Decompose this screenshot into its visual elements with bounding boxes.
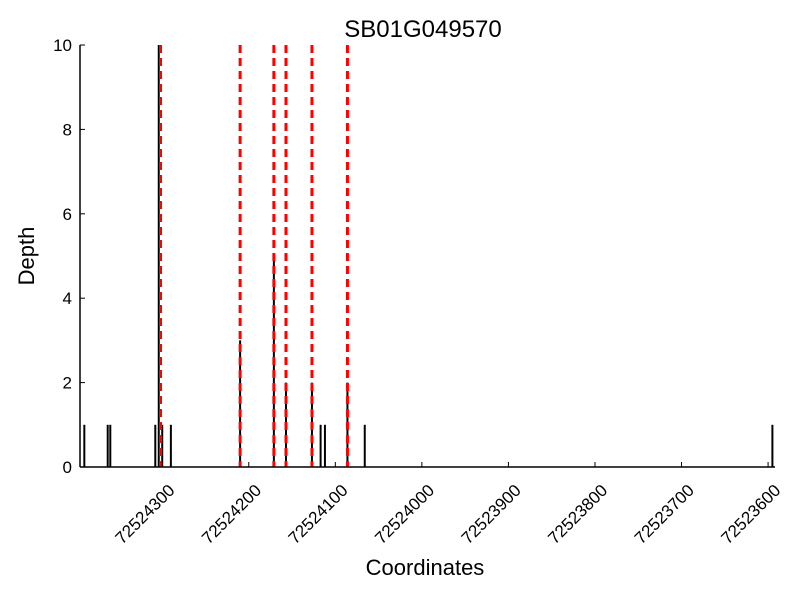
axes bbox=[79, 45, 775, 468]
y-axis-label: Depth bbox=[14, 227, 39, 286]
chart-title: SB01G049570 bbox=[344, 16, 501, 43]
bar-series bbox=[83, 45, 774, 467]
y-tick-label: 4 bbox=[63, 289, 72, 308]
x-ticks: 72524300 72524200 72524100 72524000 72523900… bbox=[112, 462, 784, 548]
x-tick-label: 72523900 bbox=[458, 481, 525, 548]
y-tick-label: 10 bbox=[53, 36, 72, 55]
x-axis-label: Coordinates bbox=[366, 555, 485, 580]
x-tick-label: 72523600 bbox=[717, 481, 784, 548]
x-tick-label: 72524100 bbox=[285, 481, 352, 548]
x-tick-label: 72523700 bbox=[631, 481, 698, 548]
y-tick-label: 0 bbox=[63, 458, 72, 477]
y-ticks: 0 2 4 6 8 10 bbox=[53, 36, 85, 477]
x-tick-label: 72524000 bbox=[371, 481, 438, 548]
y-tick-label: 2 bbox=[63, 374, 72, 393]
x-tick-label: 72523800 bbox=[544, 481, 611, 548]
y-tick-label: 8 bbox=[63, 120, 72, 139]
x-tick-label: 72524300 bbox=[112, 481, 179, 548]
x-tick-label: 72524200 bbox=[198, 481, 265, 548]
red-dashed-lines bbox=[158, 45, 349, 467]
y-tick-label: 6 bbox=[63, 205, 72, 224]
